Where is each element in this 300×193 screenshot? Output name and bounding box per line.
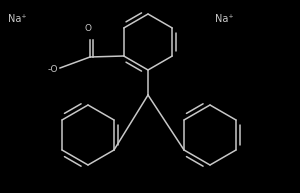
Text: Na⁺: Na⁺ (8, 14, 27, 24)
Text: Na⁺: Na⁺ (215, 14, 234, 24)
Text: -O: -O (47, 64, 58, 74)
Text: O: O (85, 24, 92, 33)
